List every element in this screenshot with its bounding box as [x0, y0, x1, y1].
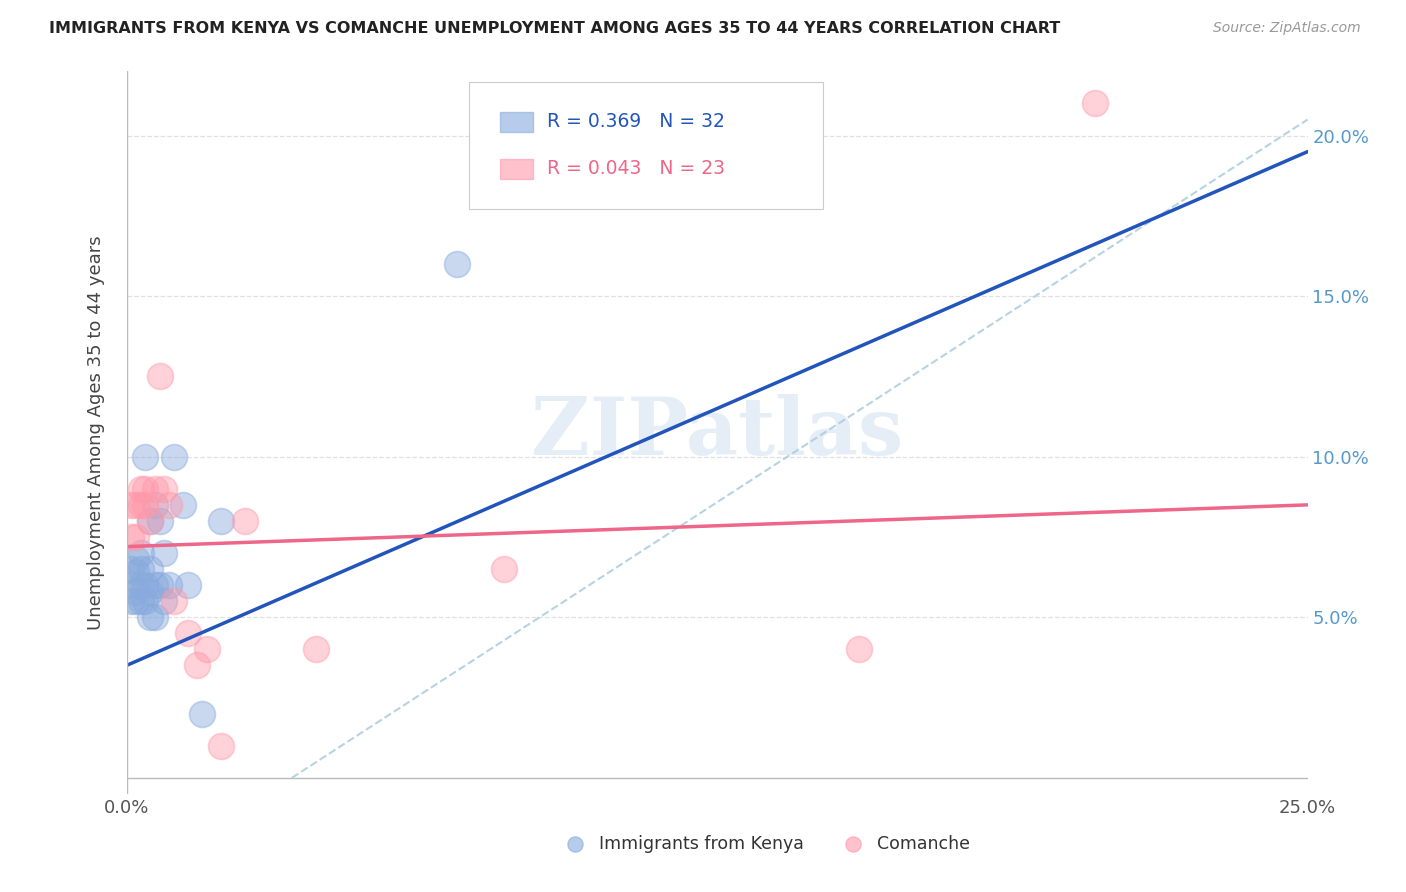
Point: [129, 498, 152, 512]
Point: [134, 450, 156, 464]
Text: Comanche: Comanche: [876, 836, 970, 854]
Point: [129, 562, 152, 576]
Point: [143, 578, 166, 592]
Text: R = 0.043   N = 23: R = 0.043 N = 23: [547, 160, 725, 178]
FancyBboxPatch shape: [499, 159, 533, 179]
Point: [163, 594, 186, 608]
Point: [129, 578, 152, 592]
Point: [125, 552, 148, 566]
Point: [172, 498, 194, 512]
Point: [129, 594, 152, 608]
Point: [195, 642, 218, 657]
Text: IMMIGRANTS FROM KENYA VS COMANCHE UNEMPLOYMENT AMONG AGES 35 TO 44 YEARS CORRELA: IMMIGRANTS FROM KENYA VS COMANCHE UNEMPL…: [49, 21, 1060, 37]
Point: [120, 562, 142, 576]
Y-axis label: Unemployment Among Ages 35 to 44 years: Unemployment Among Ages 35 to 44 years: [87, 235, 105, 630]
Text: Immigrants from Kenya: Immigrants from Kenya: [599, 836, 804, 854]
Point: [163, 450, 186, 464]
Point: [157, 578, 180, 592]
Text: ZIPatlas: ZIPatlas: [531, 393, 903, 472]
Point: [120, 530, 142, 544]
FancyBboxPatch shape: [499, 112, 533, 132]
Point: [153, 546, 176, 560]
Point: [125, 530, 148, 544]
Point: [149, 578, 172, 592]
Point: [125, 498, 148, 512]
Point: [177, 578, 200, 592]
Point: [139, 562, 162, 576]
Point: [129, 546, 152, 560]
Point: [149, 514, 172, 528]
FancyBboxPatch shape: [470, 82, 824, 209]
Point: [209, 739, 232, 753]
Point: [143, 482, 166, 496]
Point: [209, 514, 232, 528]
Point: [446, 257, 468, 271]
Point: [120, 594, 142, 608]
Point: [120, 498, 142, 512]
Point: [1084, 96, 1107, 111]
Point: [139, 514, 162, 528]
Point: [149, 369, 172, 384]
Point: [304, 642, 326, 657]
Point: [157, 498, 180, 512]
Point: [848, 642, 870, 657]
Point: [120, 578, 142, 592]
Point: [125, 584, 148, 599]
Point: [143, 498, 166, 512]
Point: [139, 584, 162, 599]
Point: [191, 706, 214, 721]
Point: [125, 594, 148, 608]
Point: [134, 594, 156, 608]
Point: [134, 498, 156, 512]
Text: R = 0.369   N = 32: R = 0.369 N = 32: [547, 112, 725, 131]
Point: [125, 566, 148, 580]
Point: [129, 482, 152, 496]
Point: [134, 578, 156, 592]
Point: [134, 482, 156, 496]
Text: Source: ZipAtlas.com: Source: ZipAtlas.com: [1213, 21, 1361, 36]
Point: [186, 658, 208, 673]
Point: [139, 514, 162, 528]
Point: [233, 514, 256, 528]
Point: [143, 610, 166, 624]
Point: [494, 562, 516, 576]
Point: [153, 482, 176, 496]
Point: [153, 594, 176, 608]
Point: [177, 626, 200, 640]
Point: [139, 610, 162, 624]
